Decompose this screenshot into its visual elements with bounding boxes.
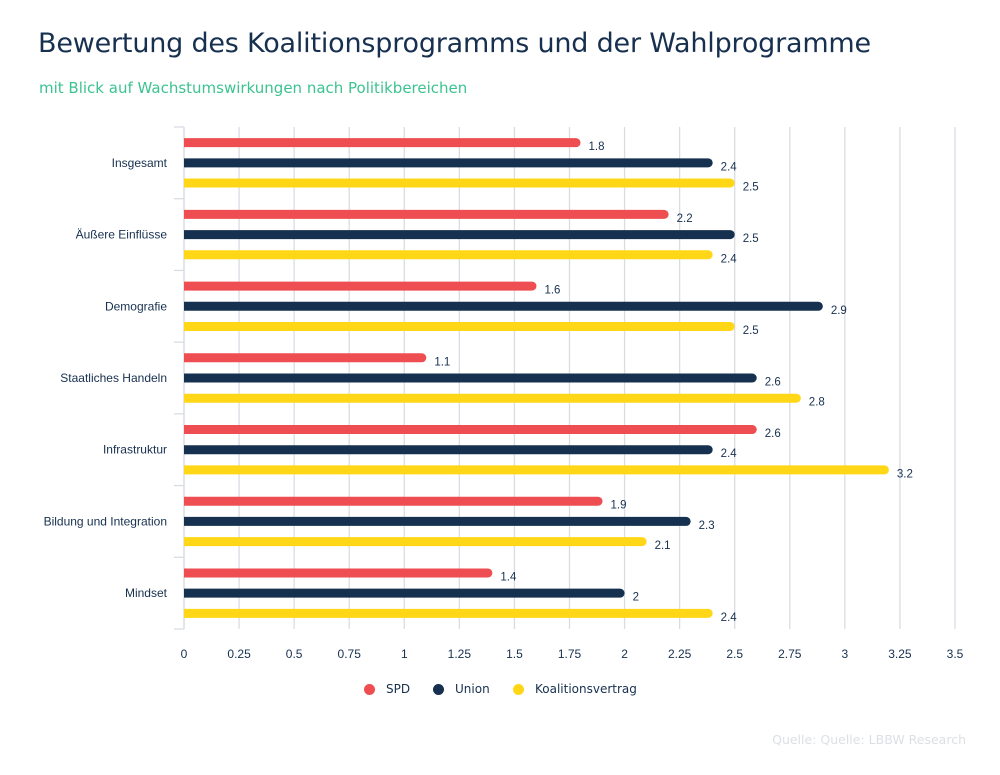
x-tick-label: 1.25 xyxy=(448,647,472,661)
legend-item-spd[interactable]: SPD xyxy=(364,682,410,696)
data-label: 2.4 xyxy=(721,161,738,173)
legend: SPD Union Koalitionsvertrag xyxy=(0,682,1000,700)
bar-spd xyxy=(184,568,493,578)
x-tick-label: 2.5 xyxy=(726,647,743,661)
bar-spd xyxy=(184,425,757,435)
bar-koalitionsvertrag xyxy=(184,537,647,547)
legend-item-koalitionsvertrag[interactable]: Koalitionsvertrag xyxy=(513,682,637,696)
data-label: 2.5 xyxy=(743,325,759,337)
category-label: Infrastruktur xyxy=(103,443,167,457)
bars: 1.8 2.4 2.5 2.2 2.5 2.4 1.6 2.9 2.5 1.1 2.6 2.8 2.6 2… xyxy=(184,138,913,624)
data-label: 2.4 xyxy=(721,448,738,460)
data-label: 2.8 xyxy=(809,397,825,409)
category-labels: Insgesamt Äußere Einflüsse Demografie Staat… xyxy=(44,156,168,600)
data-label: 2.1 xyxy=(655,540,671,552)
bar-union xyxy=(184,445,713,455)
x-tick-label: 1.75 xyxy=(558,647,582,661)
legend-dot-icon xyxy=(364,683,375,695)
x-tick-label: 2 xyxy=(621,647,628,661)
x-tick-label: 1 xyxy=(401,647,408,661)
chart-subtitle: mit Blick auf Wachstumswirkungen nach Po… xyxy=(39,79,468,97)
category-label: Mindset xyxy=(125,586,168,600)
x-tick-label: 3.25 xyxy=(888,647,912,661)
legend-dot-icon xyxy=(513,683,524,695)
legend-dot-icon xyxy=(433,683,444,695)
bar-koalitionsvertrag xyxy=(184,608,713,618)
category-label: Insgesamt xyxy=(112,156,168,170)
data-label: 1.9 xyxy=(611,500,627,512)
bar-union xyxy=(184,516,691,526)
bar-koalitionsvertrag xyxy=(184,250,713,260)
category-label: Staatliches Handeln xyxy=(60,371,167,385)
bar-union xyxy=(184,301,823,311)
bar-koalitionsvertrag xyxy=(184,321,735,331)
source-note: Quelle: Quelle: LBBW Research xyxy=(772,732,966,747)
category-label: Demografie xyxy=(105,299,167,313)
bar-union xyxy=(184,588,625,598)
x-tick-label: 0.25 xyxy=(227,647,251,661)
legend-item-union[interactable]: Union xyxy=(433,682,490,696)
data-label: 2.9 xyxy=(831,305,847,317)
data-label: 2.6 xyxy=(765,428,781,440)
data-label: 2.6 xyxy=(765,377,781,389)
data-label: 2.4 xyxy=(721,253,738,265)
x-tick-label: 2.75 xyxy=(778,647,802,661)
bar-koalitionsvertrag xyxy=(184,393,801,403)
bar-spd xyxy=(184,281,537,291)
bar-spd xyxy=(184,138,581,148)
data-label: 2 xyxy=(633,592,639,604)
legend-label: SPD xyxy=(386,682,411,696)
category-label: Äußere Einflüsse xyxy=(76,228,168,242)
data-label: 2.5 xyxy=(743,182,759,194)
data-label: 1.4 xyxy=(500,571,517,583)
x-tick-label: 0.5 xyxy=(286,647,303,661)
x-tick-label: 3.5 xyxy=(947,647,964,661)
x-tick-label: 0.75 xyxy=(338,647,362,661)
data-label: 1.8 xyxy=(589,141,605,153)
x-tick-labels: 0 0.25 0.5 0.75 1 1.25 1.5 1.75 2 2.25 2.5 2.75 3 3.2… xyxy=(181,647,964,661)
x-tick-label: 3 xyxy=(842,647,849,661)
bar-spd xyxy=(184,209,669,219)
category-label: Bildung und Integration xyxy=(44,514,167,528)
legend-label: Union xyxy=(455,682,490,696)
y-axis xyxy=(174,126,185,630)
x-tick-label: 1.5 xyxy=(506,647,523,661)
data-label: 1.6 xyxy=(544,285,560,297)
data-label: 2.3 xyxy=(699,520,715,532)
x-tick-label: 0 xyxy=(181,647,188,661)
bar-union xyxy=(184,230,735,240)
data-label: 2.2 xyxy=(677,213,693,225)
data-label: 3.2 xyxy=(897,468,913,480)
bar-union xyxy=(184,158,713,168)
data-label: 1.1 xyxy=(434,356,450,368)
data-label: 2.5 xyxy=(743,233,759,245)
bar-spd xyxy=(184,353,427,363)
bar-spd xyxy=(184,496,603,506)
bar-koalitionsvertrag xyxy=(184,178,735,188)
legend-label: Koalitionsvertrag xyxy=(535,682,637,696)
bar-union xyxy=(184,373,757,383)
data-label: 2.4 xyxy=(721,612,738,624)
bar-koalitionsvertrag xyxy=(184,465,889,475)
x-tick-label: 2.25 xyxy=(668,647,692,661)
chart-title: Bewertung des Koalitionsprogramms und de… xyxy=(38,28,871,59)
